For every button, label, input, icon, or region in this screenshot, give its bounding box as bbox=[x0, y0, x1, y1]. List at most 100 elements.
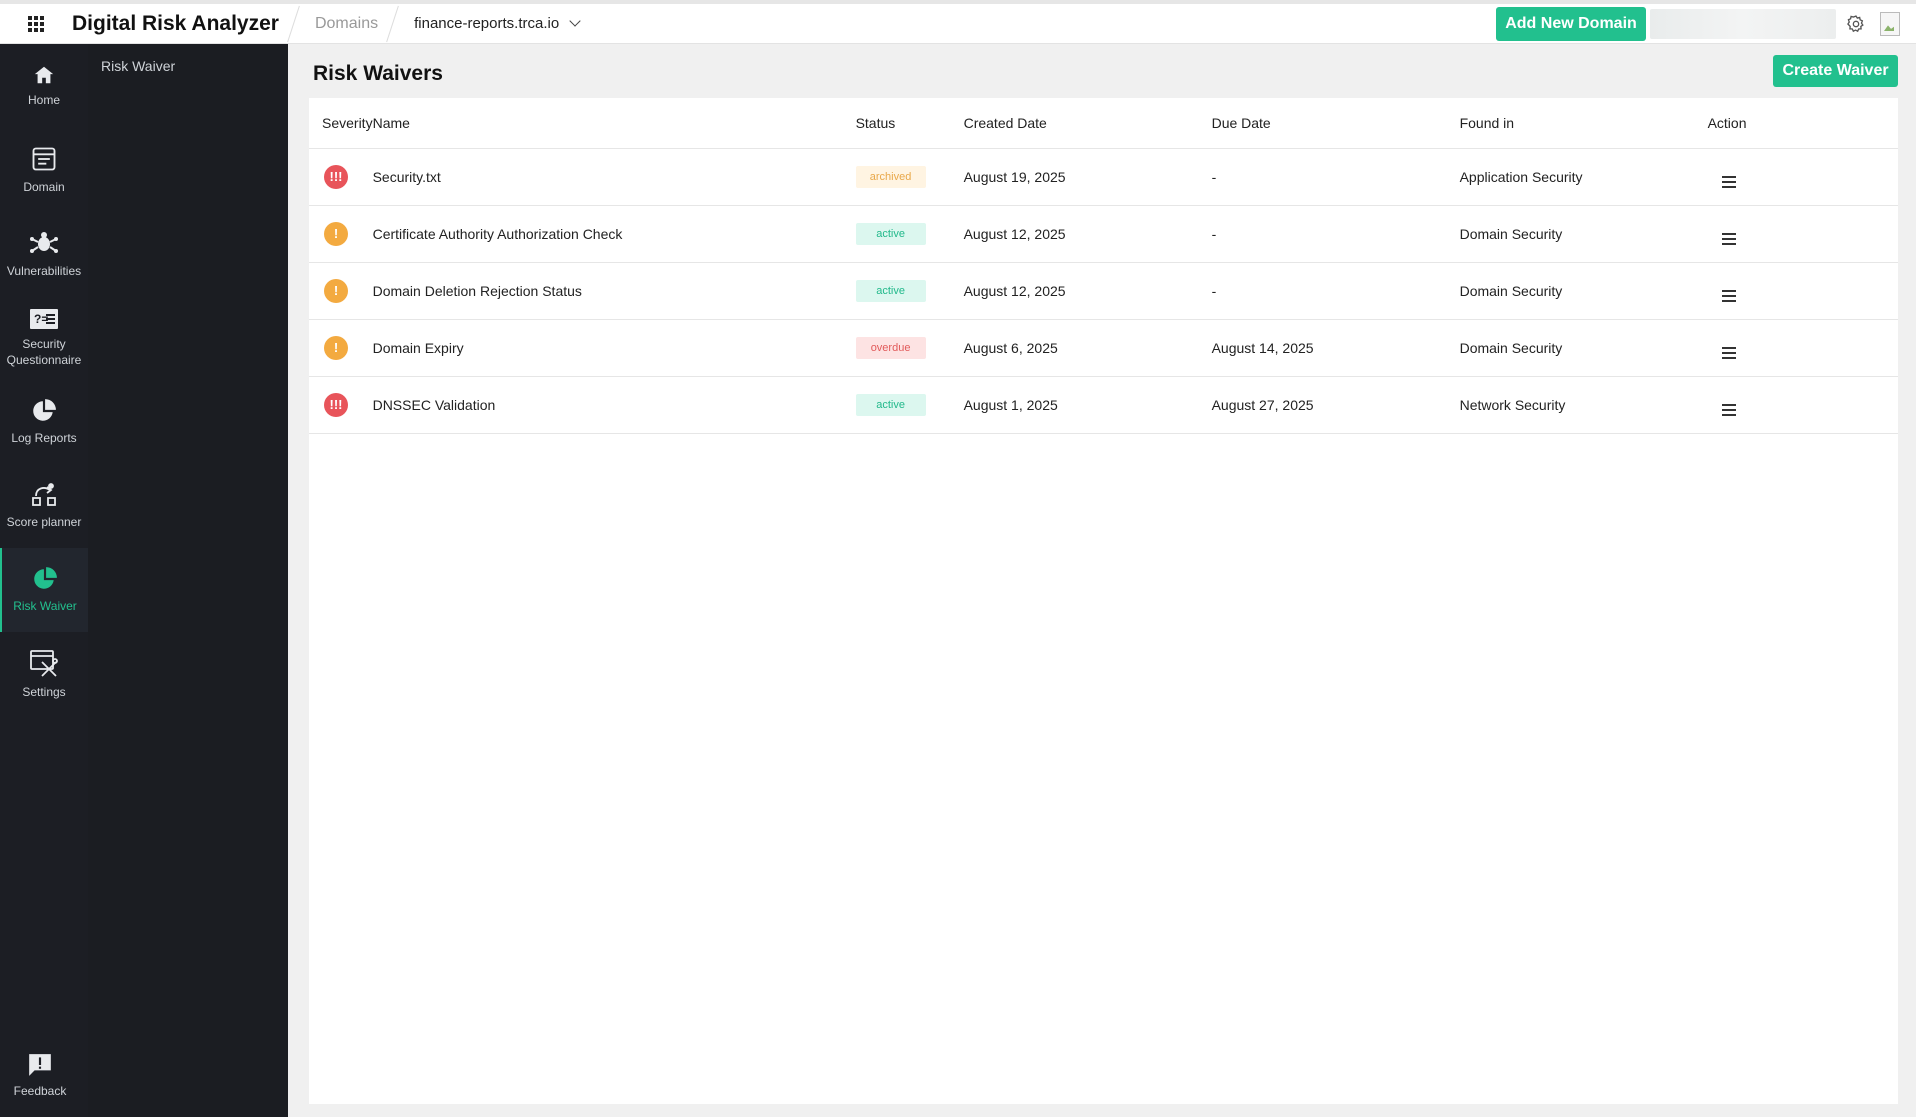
nav-score-planner[interactable]: Score planner bbox=[0, 464, 88, 548]
found-in: Domain Security bbox=[1459, 262, 1708, 320]
table-row[interactable]: ! Domain Deletion Rejection Status active A… bbox=[309, 262, 1898, 320]
column-header-created-date[interactable]: Created Date bbox=[963, 98, 1212, 149]
column-header-status[interactable]: Status bbox=[855, 98, 964, 149]
column-header-name[interactable]: Name bbox=[372, 98, 856, 149]
created-date: August 1, 2025 bbox=[963, 376, 1212, 434]
due-date: - bbox=[1211, 205, 1460, 263]
risk-waivers-table-card: Severity Name Status Created Date Due Da… bbox=[309, 98, 1898, 1104]
table-row[interactable]: ! Domain Expiry overdue August 6, 2025 Augus… bbox=[309, 319, 1898, 377]
action-cell bbox=[1707, 148, 1898, 206]
create-waiver-button[interactable]: Create Waiver bbox=[1773, 55, 1898, 87]
add-new-domain-button[interactable]: Add New Domain bbox=[1496, 7, 1646, 41]
gear-icon[interactable] bbox=[1844, 12, 1868, 36]
nav-risk-waiver[interactable]: Risk Waiver bbox=[0, 548, 88, 632]
severity-medium-icon: ! bbox=[324, 335, 348, 360]
subnav-item-risk-waiver[interactable]: Risk Waiver bbox=[101, 58, 176, 74]
score-planner-icon bbox=[32, 483, 56, 506]
due-date: - bbox=[1211, 148, 1460, 206]
nav-security-questionnaire[interactable]: ?= Security Questionnaire bbox=[0, 296, 88, 380]
menu-icon[interactable] bbox=[1721, 347, 1736, 359]
nav-label: Feedback bbox=[13, 1084, 67, 1098]
severity-cell: ! bbox=[309, 319, 373, 377]
chevron-down-icon bbox=[569, 15, 581, 27]
menu-icon[interactable] bbox=[1721, 290, 1736, 302]
bug-icon bbox=[30, 231, 58, 253]
severity-cell: !!! bbox=[309, 376, 373, 434]
waiver-name[interactable]: Domain Deletion Rejection Status bbox=[372, 262, 856, 320]
menu-icon[interactable] bbox=[1721, 404, 1736, 416]
domain-selector[interactable]: finance-reports.trca.io bbox=[414, 15, 581, 32]
nav-vulnerabilities[interactable]: Vulnerabilities bbox=[0, 212, 88, 296]
main-content: Risk Waivers Create Waiver Severity Name… bbox=[288, 44, 1916, 1117]
column-header-action: Action bbox=[1707, 98, 1898, 149]
pie-chart-icon bbox=[34, 566, 57, 589]
waiver-name[interactable]: Certificate Authority Authorization Chec… bbox=[372, 205, 856, 263]
column-header-due-date[interactable]: Due Date bbox=[1211, 98, 1460, 149]
breadcrumb-separator bbox=[386, 5, 400, 43]
status-cell: overdue bbox=[855, 319, 964, 377]
status-cell: active bbox=[855, 262, 964, 320]
created-date: August 6, 2025 bbox=[963, 319, 1212, 377]
nav-log-reports[interactable]: Log Reports bbox=[0, 380, 88, 464]
breadcrumb-separator bbox=[287, 5, 301, 43]
nav-feedback[interactable]: Feedback bbox=[0, 1033, 80, 1117]
nav-label: Security Questionnaire bbox=[6, 336, 82, 367]
due-date: - bbox=[1211, 262, 1460, 320]
status-cell: archived bbox=[855, 148, 964, 206]
avatar[interactable] bbox=[1880, 12, 1900, 36]
waiver-name[interactable]: Security.txt bbox=[372, 148, 856, 206]
severity-cell: ! bbox=[309, 205, 373, 263]
breadcrumb-domains-link[interactable]: Domains bbox=[314, 14, 379, 32]
questionnaire-icon: ?= bbox=[30, 308, 58, 329]
nav-label: Home bbox=[27, 92, 60, 107]
found-in: Domain Security bbox=[1459, 205, 1708, 263]
status-badge: active bbox=[855, 222, 926, 245]
user-info-redacted bbox=[1650, 9, 1836, 39]
home-icon bbox=[34, 66, 54, 84]
menu-icon[interactable] bbox=[1721, 176, 1736, 188]
found-in: Network Security bbox=[1459, 376, 1708, 434]
table-row[interactable]: ! Certificate Authority Authorization Che… bbox=[309, 205, 1898, 263]
severity-medium-icon: ! bbox=[324, 221, 348, 246]
severity-critical-icon: !!! bbox=[324, 392, 348, 417]
primary-nav-rail: Home Domain Vulnerabilities ?= Security … bbox=[0, 44, 88, 1117]
risk-waivers-table: Severity Name Status Created Date Due Da… bbox=[309, 98, 1898, 434]
svg-text:?=: ?= bbox=[34, 312, 48, 326]
app-launcher-icon[interactable] bbox=[0, 4, 72, 44]
severity-medium-icon: ! bbox=[324, 278, 348, 303]
created-date: August 12, 2025 bbox=[963, 205, 1212, 263]
selected-domain: finance-reports.trca.io bbox=[414, 15, 560, 32]
status-cell: active bbox=[855, 376, 964, 434]
nav-domain[interactable]: Domain bbox=[0, 128, 88, 212]
status-badge: archived bbox=[855, 165, 926, 188]
nav-label: Log Reports bbox=[11, 430, 77, 445]
created-date: August 19, 2025 bbox=[963, 148, 1212, 206]
created-date: August 12, 2025 bbox=[963, 262, 1212, 320]
due-date: August 14, 2025 bbox=[1211, 319, 1460, 377]
status-badge: overdue bbox=[855, 336, 926, 359]
domain-icon bbox=[32, 147, 56, 171]
status-badge: active bbox=[855, 393, 926, 416]
nav-settings[interactable]: Settings bbox=[0, 632, 88, 716]
action-cell bbox=[1707, 205, 1898, 263]
table-row[interactable]: !!! DNSSEC Validation active August 1, 2025… bbox=[309, 376, 1898, 434]
app-title: Digital Risk Analyzer bbox=[72, 11, 279, 35]
action-cell bbox=[1707, 376, 1898, 434]
table-row[interactable]: !!! Security.txt archived August 19, 2025- A… bbox=[309, 148, 1898, 206]
menu-icon[interactable] bbox=[1721, 233, 1736, 245]
nav-label: Settings bbox=[22, 684, 66, 699]
found-in: Domain Security bbox=[1459, 319, 1708, 377]
secondary-sidebar: Risk Waiver bbox=[88, 44, 288, 1117]
severity-cell: !!! bbox=[309, 148, 373, 206]
action-cell bbox=[1707, 319, 1898, 377]
waiver-name[interactable]: DNSSEC Validation bbox=[372, 376, 856, 434]
waiver-name[interactable]: Domain Expiry bbox=[372, 319, 856, 377]
nav-home[interactable]: Home bbox=[0, 44, 88, 128]
pie-chart-icon bbox=[33, 398, 56, 421]
column-header-severity[interactable]: Severity bbox=[309, 98, 373, 149]
top-bar: Digital Risk Analyzer Domains finance-re… bbox=[0, 0, 1916, 44]
nav-label: Domain bbox=[23, 179, 65, 194]
column-header-found-in[interactable]: Found in bbox=[1459, 98, 1708, 149]
nav-label: Vulnerabilities bbox=[6, 263, 82, 278]
severity-cell: ! bbox=[309, 262, 373, 320]
